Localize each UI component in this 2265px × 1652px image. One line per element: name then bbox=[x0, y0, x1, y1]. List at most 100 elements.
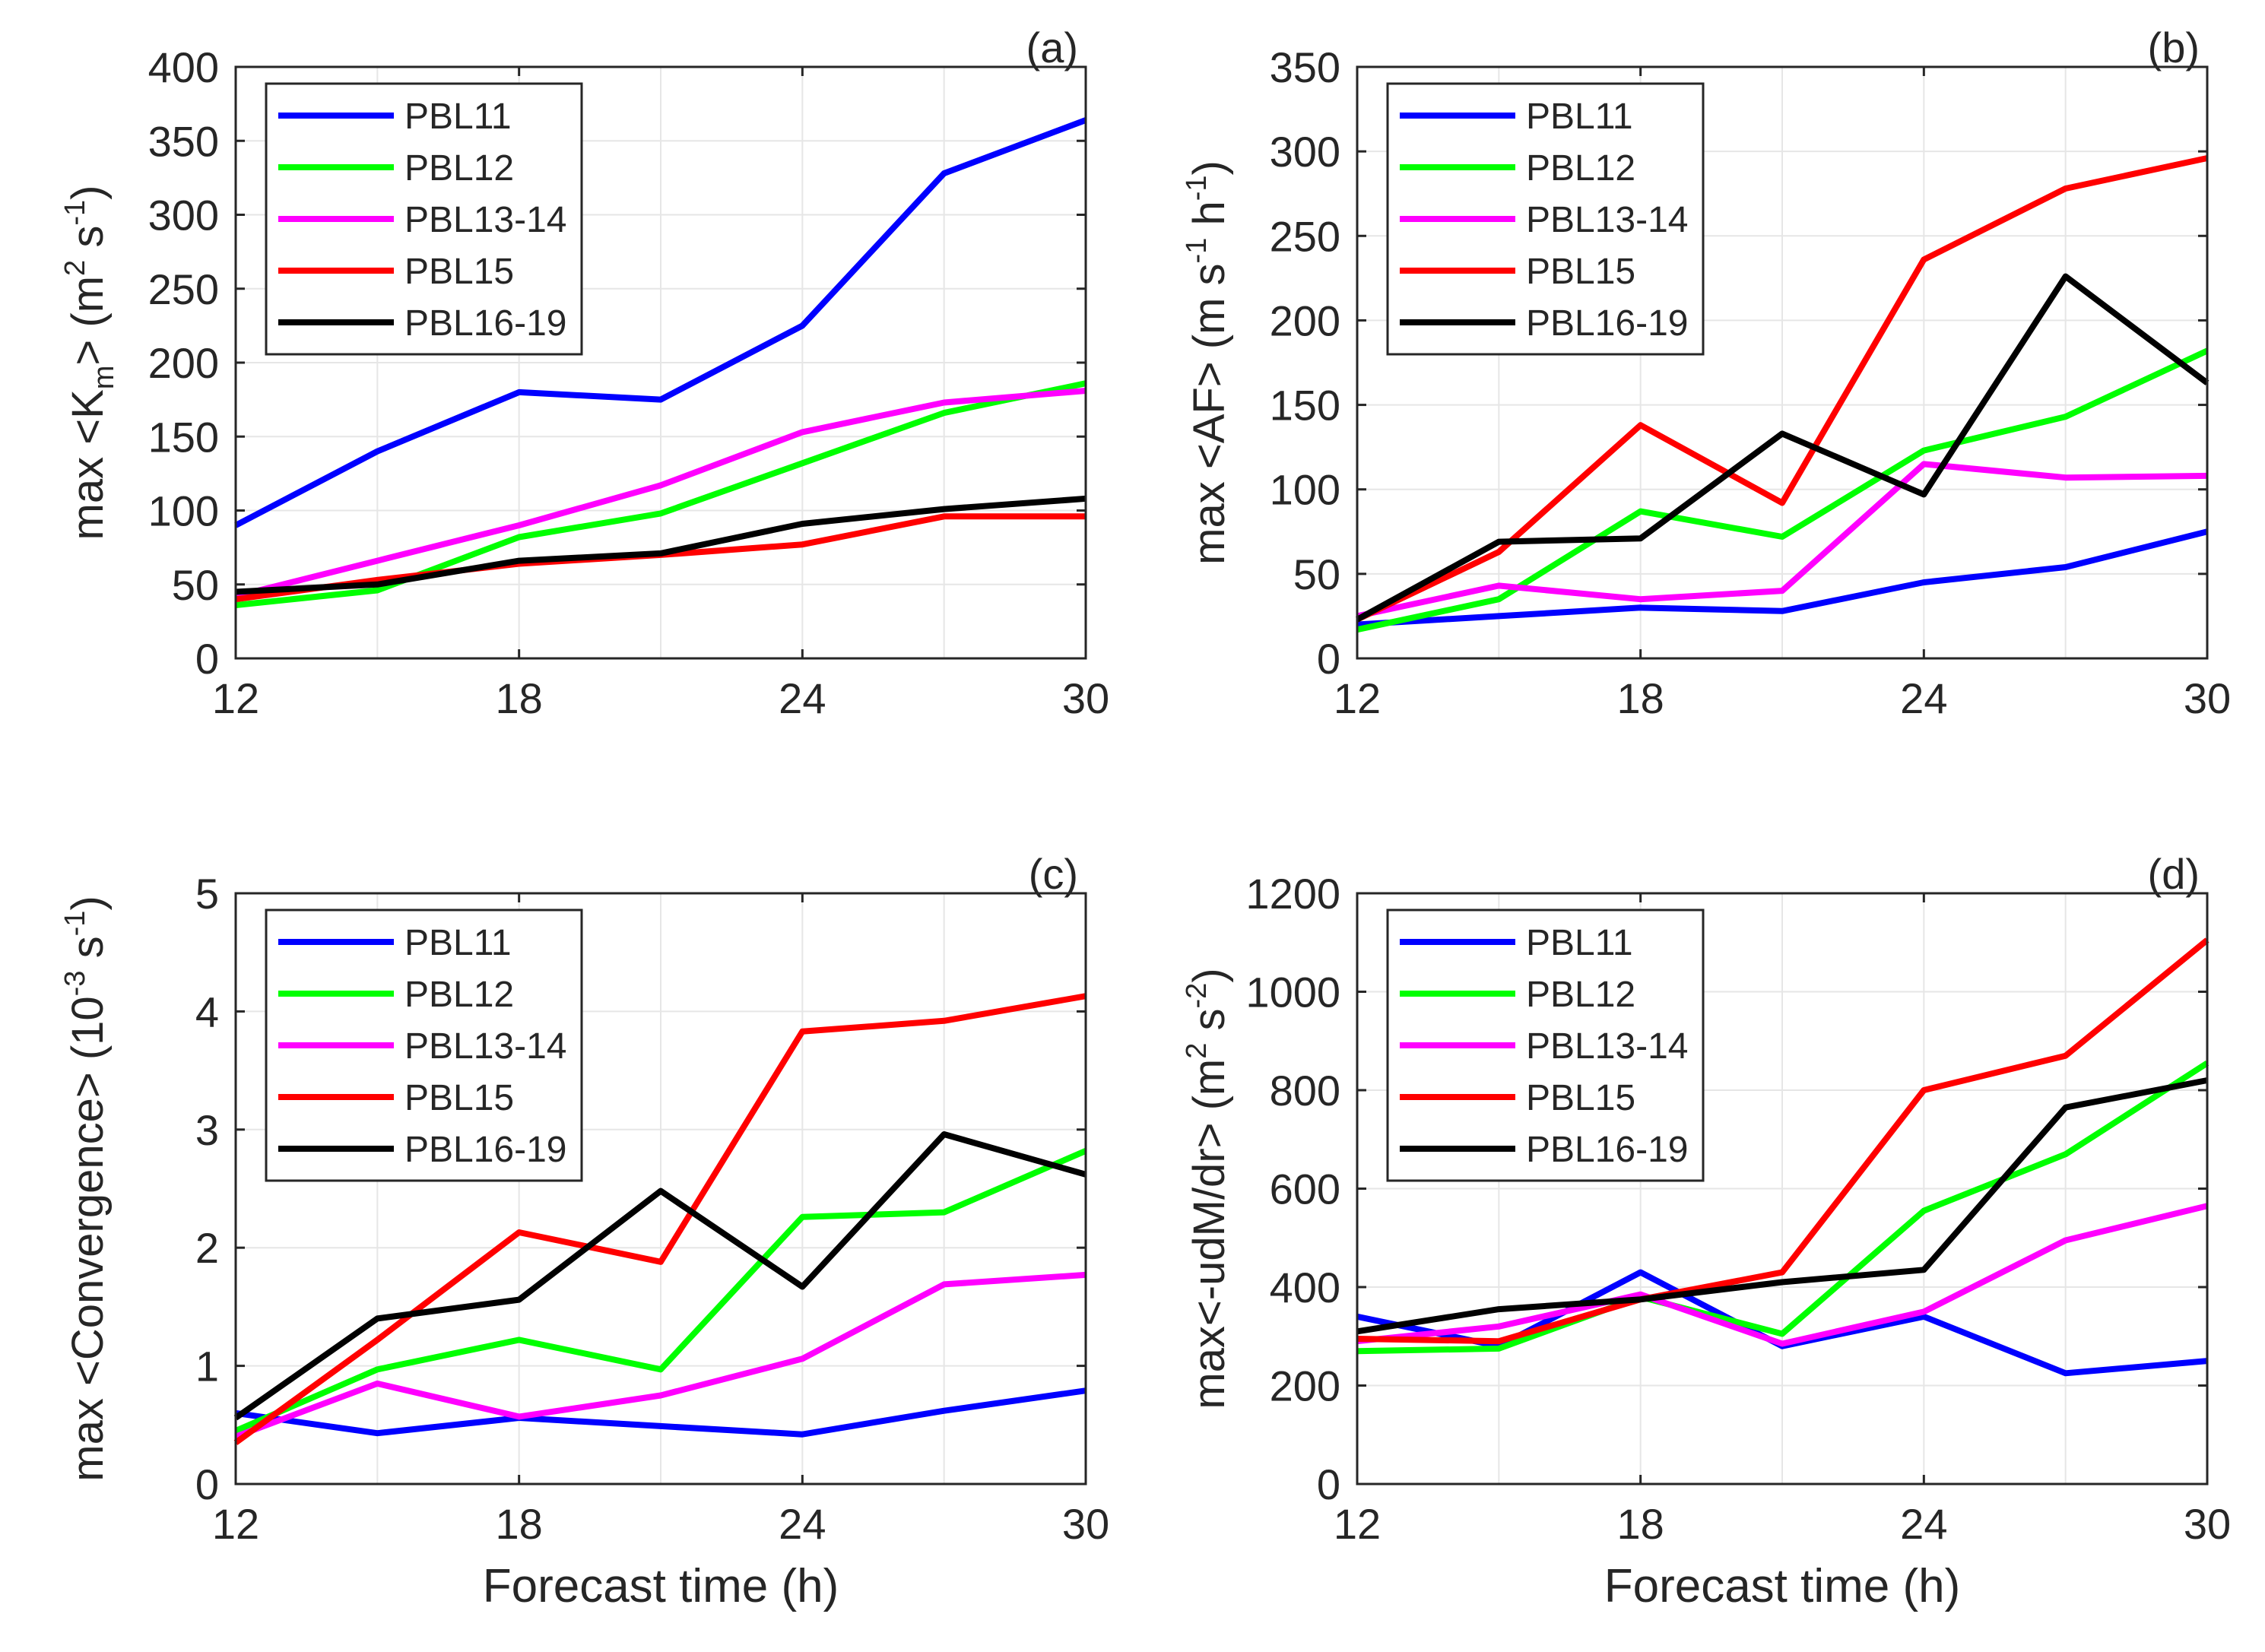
series-line-PBL15 bbox=[1356, 937, 2209, 1345]
y-tick-label: 100 bbox=[148, 487, 219, 535]
x-tick-label: 12 bbox=[212, 1500, 259, 1548]
series-line-PBL11 bbox=[1356, 528, 2208, 628]
series-line-PBL13-14 bbox=[235, 388, 1087, 600]
y-tick-label: 3 bbox=[195, 1106, 219, 1154]
x-axis-label: Forecast time (h) bbox=[1604, 1560, 1961, 1612]
y-tick-label: 0 bbox=[1317, 1460, 1340, 1508]
y-tick-label: 350 bbox=[148, 117, 219, 165]
series-line-PBL15 bbox=[1356, 155, 2208, 623]
legend-label: PBL15 bbox=[1526, 1078, 1635, 1118]
x-tick-label: 12 bbox=[1334, 1500, 1381, 1548]
y-tick-label: 400 bbox=[1270, 1264, 1340, 1311]
series-line-PBL12 bbox=[234, 1148, 1087, 1434]
legend-label: PBL13-14 bbox=[1526, 200, 1689, 240]
series-line-PBL16-19 bbox=[1356, 273, 2209, 623]
x-tick-label: 12 bbox=[1334, 674, 1381, 722]
legend-label: PBL13-14 bbox=[1526, 1026, 1689, 1067]
y-tick-label: 350 bbox=[1270, 43, 1340, 91]
panel-tag: (c) bbox=[1029, 850, 1078, 898]
axes-box bbox=[1356, 65, 2209, 660]
series-line-PBL12 bbox=[1356, 1061, 2209, 1355]
series-line-PBL11 bbox=[234, 117, 1087, 528]
series-line-PBL12 bbox=[1356, 347, 2209, 633]
panel-1: 0 50 100 150 200 250 300 350 12 18 24 30 (b) max <AF>… bbox=[1181, 24, 2231, 722]
legend: PBL11 PBL12 PBL13-14 PBL15 PBL16-19 bbox=[1386, 908, 1705, 1182]
x-axis-label: Forecast time (h) bbox=[483, 1560, 839, 1612]
legend-label: PBL15 bbox=[404, 1078, 514, 1118]
series-line-PBL13-14 bbox=[234, 1271, 1087, 1440]
y-tick-label: 250 bbox=[148, 265, 219, 313]
series-line-PBL13-14 bbox=[1356, 461, 2208, 620]
legend-label: PBL11 bbox=[404, 923, 512, 963]
series-line-PBL12 bbox=[235, 380, 1087, 608]
x-tick-label: 18 bbox=[1617, 1500, 1664, 1548]
series-line-PBL16-19 bbox=[235, 495, 1087, 595]
x-tick-label: 24 bbox=[1900, 1500, 1947, 1548]
legend-label: PBL15 bbox=[1526, 252, 1635, 292]
series-line-PBL13-14 bbox=[1356, 1203, 2208, 1347]
x-tick-label: 24 bbox=[1900, 674, 1947, 722]
y-axis-label: max<-udM/dr> (m2 s-2) bbox=[1181, 968, 1234, 1409]
y-tick-label: 800 bbox=[1270, 1067, 1340, 1115]
y-tick-label: 400 bbox=[148, 43, 219, 91]
y-axis-label: max <Convergence> (10-3 s-1) bbox=[59, 896, 113, 1481]
y-tick-label: 50 bbox=[172, 561, 219, 609]
legend-label: PBL12 bbox=[404, 975, 514, 1015]
legend-label: PBL11 bbox=[1526, 97, 1633, 137]
legend-label: PBL11 bbox=[404, 97, 512, 137]
panel-tag: (d) bbox=[2148, 850, 2200, 898]
panel-tag: (a) bbox=[1026, 24, 1078, 71]
x-tick-label: 30 bbox=[1062, 1500, 1109, 1548]
series-line-PBL16-19 bbox=[1356, 1077, 2208, 1335]
x-tick-label: 18 bbox=[496, 674, 543, 722]
legend-label: PBL13-14 bbox=[404, 1026, 567, 1067]
y-tick-label: 200 bbox=[148, 339, 219, 387]
y-tick-label: 200 bbox=[1270, 296, 1340, 344]
y-tick-label: 250 bbox=[1270, 212, 1340, 260]
x-tick-label: 30 bbox=[1062, 674, 1109, 722]
y-tick-label: 1200 bbox=[1245, 870, 1340, 918]
series-line-PBL11 bbox=[235, 1387, 1087, 1438]
legend-label: PBL16-19 bbox=[404, 1130, 567, 1170]
y-tick-label: 100 bbox=[1270, 466, 1340, 514]
legend: PBL11 PBL12 PBL13-14 PBL15 PBL16-19 bbox=[1386, 82, 1705, 356]
y-tick-label: 600 bbox=[1270, 1165, 1340, 1213]
x-tick-label: 24 bbox=[779, 674, 826, 722]
legend-label: PBL12 bbox=[1526, 148, 1635, 189]
panel-3: 0 200 400 600 800 1000 1200 12 18 24 30 (d) max<-udM… bbox=[1181, 850, 2231, 1612]
y-tick-label: 1 bbox=[195, 1343, 219, 1390]
legend: PBL11 PBL12 PBL13-14 PBL15 PBL16-19 bbox=[265, 82, 583, 356]
legend-label: PBL16-19 bbox=[404, 303, 567, 344]
panel-tag: (b) bbox=[2148, 24, 2200, 71]
x-tick-label: 24 bbox=[779, 1500, 826, 1548]
legend-label: PBL12 bbox=[404, 148, 514, 189]
y-tick-label: 0 bbox=[195, 1460, 219, 1508]
y-tick-label: 300 bbox=[1270, 128, 1340, 176]
x-tick-label: 18 bbox=[496, 1500, 543, 1548]
legend-label: PBL16-19 bbox=[1526, 303, 1689, 344]
legend-label: PBL11 bbox=[1526, 923, 1633, 963]
y-tick-label: 150 bbox=[148, 413, 219, 461]
legend: PBL11 PBL12 PBL13-14 PBL15 PBL16-19 bbox=[265, 908, 583, 1182]
y-tick-label: 300 bbox=[148, 192, 219, 239]
x-tick-label: 30 bbox=[2184, 1500, 2231, 1548]
x-tick-label: 30 bbox=[2184, 674, 2231, 722]
y-tick-label: 150 bbox=[1270, 382, 1340, 430]
panel-0: 0 50 100 150 200 250 300 350 400 12 18 24 30 (a) max <… bbox=[59, 24, 1109, 722]
x-tick-label: 12 bbox=[212, 674, 259, 722]
y-tick-label: 4 bbox=[195, 988, 219, 1035]
legend-label: PBL15 bbox=[404, 252, 514, 292]
y-tick-label: 1000 bbox=[1245, 969, 1340, 1016]
y-tick-label: 0 bbox=[1317, 635, 1340, 683]
y-tick-label: 200 bbox=[1270, 1362, 1340, 1410]
y-tick-label: 2 bbox=[195, 1224, 219, 1272]
y-tick-label: 50 bbox=[1293, 550, 1340, 598]
legend-label: PBL12 bbox=[1526, 975, 1635, 1015]
y-axis-label: max <AF> (m s-1 h-1) bbox=[1181, 160, 1234, 565]
legend-label: PBL13-14 bbox=[404, 200, 567, 240]
y-tick-label: 5 bbox=[195, 870, 219, 918]
y-axis-label: max <Km> (m2 s-1) bbox=[59, 185, 120, 541]
x-tick-label: 18 bbox=[1617, 674, 1664, 722]
